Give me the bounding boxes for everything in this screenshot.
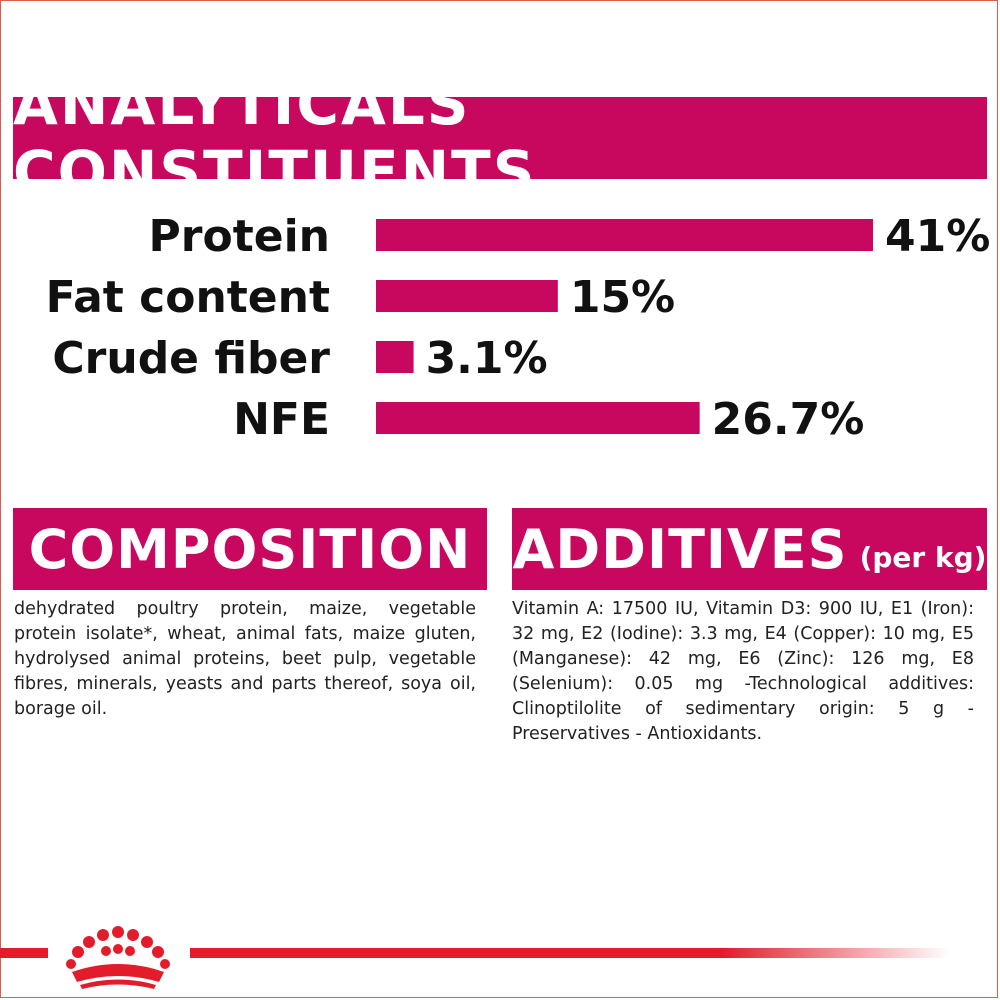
composition-banner: COMPOSITION bbox=[13, 508, 487, 590]
page-title: ANALYTICALS CONSTITUENTS bbox=[13, 70, 537, 206]
bar bbox=[376, 219, 873, 251]
value-label: 26.7% bbox=[712, 394, 865, 445]
footer-line bbox=[0, 948, 1000, 958]
category-label: Protein bbox=[149, 211, 330, 262]
category-label: Fat content bbox=[46, 272, 330, 323]
category-label: NFE bbox=[233, 394, 330, 445]
value-label: 41% bbox=[885, 211, 990, 262]
composition-heading: COMPOSITION bbox=[28, 517, 472, 581]
value-label: 15% bbox=[570, 272, 675, 323]
category-label: Crude fiber bbox=[52, 333, 330, 384]
additives-banner: ADDITIVES (per kg) bbox=[512, 508, 987, 590]
additives-text: Vitamin A: 17500 IU, Vitamin D3: 900 IU,… bbox=[512, 599, 974, 744]
value-label: 3.1% bbox=[426, 333, 548, 384]
additives-heading: ADDITIVES bbox=[512, 517, 848, 581]
crown-icon bbox=[66, 926, 170, 989]
bar bbox=[376, 402, 700, 434]
composition-text: dehydrated poultry protein, maize, veget… bbox=[14, 599, 476, 719]
analytical-bar-chart: Protein 41% Fat content 15% Crude fiber 3.1% N… bbox=[46, 211, 991, 445]
footer-line-right bbox=[190, 948, 950, 958]
additives-subheading: (per kg) bbox=[859, 540, 987, 574]
footer-line-left bbox=[0, 948, 48, 958]
bar bbox=[376, 280, 558, 312]
title-banner: ANALYTICALS CONSTITUENTS bbox=[13, 70, 987, 206]
bar bbox=[376, 341, 414, 373]
